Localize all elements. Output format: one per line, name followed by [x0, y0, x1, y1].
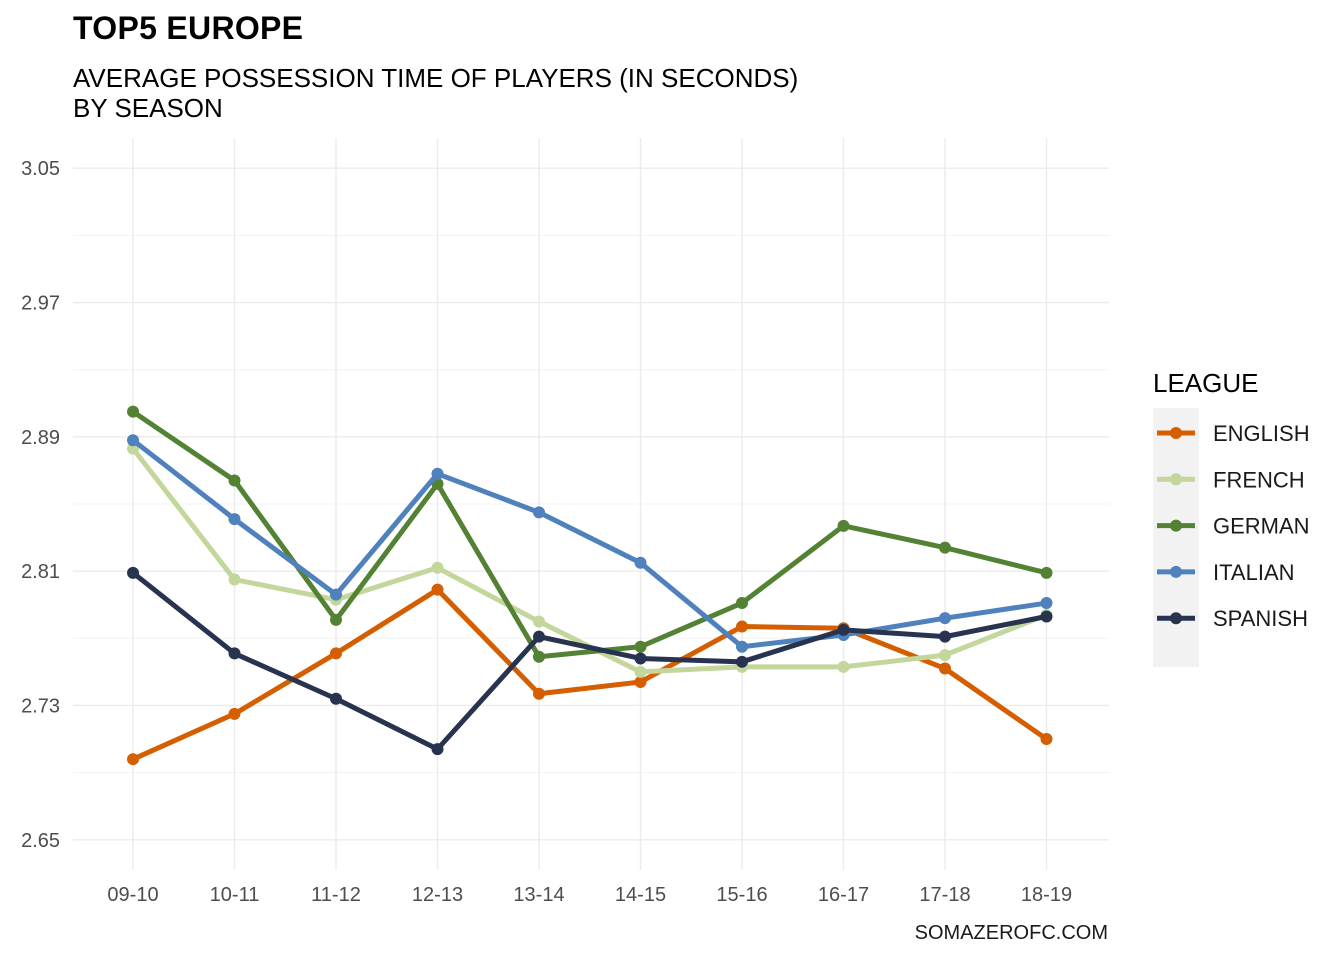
- series-line-spanish: [130, 570, 1049, 752]
- x-tick-label: 14-15: [615, 884, 666, 906]
- data-point-spanish: [634, 652, 647, 665]
- series-german: [127, 405, 1053, 663]
- data-point-french: [533, 615, 545, 628]
- subtitle-line-1: AVERAGE POSSESSION TIME OF PLAYERS (IN S…: [73, 63, 799, 93]
- legend-item-spanish: SPANISH: [1157, 606, 1308, 631]
- data-point-italian: [939, 612, 951, 625]
- legend-label: SPANISH: [1213, 606, 1308, 631]
- x-tick-label: 15-16: [716, 884, 767, 906]
- x-tick-label: 12-13: [412, 884, 463, 906]
- y-axis-ticks: 2.65 2.73 2.81 2.89 2.97 3.05: [21, 158, 60, 852]
- data-point-italian: [127, 434, 139, 447]
- series-italian: [127, 434, 1053, 653]
- data-point-italian: [533, 506, 545, 519]
- data-point-spanish: [533, 630, 545, 643]
- series-english: [127, 583, 1053, 766]
- legend-label: ITALIAN: [1213, 560, 1295, 585]
- legend-key-point: [1170, 565, 1182, 578]
- data-point-english: [127, 753, 139, 766]
- legend-key-point: [1170, 612, 1182, 625]
- data-point-german: [127, 405, 139, 418]
- data-point-german: [736, 597, 748, 610]
- data-point-spanish: [127, 566, 139, 579]
- data-point-italian: [634, 556, 647, 569]
- data-point-english: [939, 662, 951, 675]
- data-point-spanish: [939, 630, 951, 643]
- x-tick-label: 13-14: [513, 884, 564, 906]
- y-tick-label: 2.73: [21, 695, 60, 717]
- series-line-italian: [130, 437, 1049, 650]
- series-lines: [127, 405, 1053, 766]
- y-tick-label: 2.81: [21, 561, 60, 583]
- data-point-italian: [736, 640, 748, 653]
- chart-caption: SOMAZEROFC.COM: [914, 922, 1108, 944]
- legend-key-point: [1170, 473, 1182, 486]
- data-point-french: [939, 649, 951, 662]
- data-point-german: [837, 519, 850, 532]
- legend-key-background: [1153, 408, 1199, 667]
- x-tick-label: 17-18: [919, 884, 970, 906]
- data-point-spanish: [1040, 610, 1053, 623]
- data-point-english: [431, 583, 444, 596]
- x-tick-label: 18-19: [1021, 884, 1072, 906]
- x-axis-ticks: 09-10 10-11 11-12 12-13 13-14 14-15 15-16 16-17…: [107, 884, 1072, 906]
- legend: LEAGUE ENGLISH FRENCH GERMAN ITALIAN SPANISH: [1153, 368, 1310, 667]
- data-point-english: [533, 687, 545, 700]
- data-point-english: [228, 707, 241, 720]
- x-tick-label: 11-12: [311, 884, 361, 906]
- series-line-english: [130, 587, 1049, 762]
- y-tick-label: 2.97: [21, 293, 60, 315]
- series-line-german: [130, 409, 1049, 660]
- data-point-french: [837, 660, 850, 673]
- grid: [73, 138, 1109, 870]
- legend-key-point: [1170, 427, 1182, 439]
- legend-title: LEAGUE: [1153, 368, 1259, 398]
- y-tick-label: 3.05: [21, 158, 60, 180]
- data-point-italian: [330, 588, 342, 601]
- data-point-english: [1040, 733, 1053, 746]
- series-french: [127, 442, 1053, 678]
- data-point-german: [533, 650, 545, 663]
- legend-key-point: [1170, 519, 1182, 532]
- data-point-spanish: [330, 692, 342, 705]
- legend-label: GERMAN: [1213, 514, 1310, 539]
- data-point-german: [939, 541, 951, 554]
- data-point-italian: [228, 513, 241, 526]
- data-point-german: [228, 474, 241, 487]
- data-point-italian: [1040, 597, 1053, 610]
- data-point-german: [1040, 566, 1053, 579]
- legend-item-italian: ITALIAN: [1157, 560, 1295, 585]
- data-point-english: [634, 675, 647, 688]
- y-tick-label: 2.89: [21, 427, 60, 449]
- data-point-spanish: [228, 647, 241, 660]
- data-point-german: [330, 613, 342, 626]
- legend-item-french: FRENCH: [1157, 467, 1305, 492]
- legend-item-english: ENGLISH: [1157, 421, 1310, 446]
- legend-label: FRENCH: [1213, 467, 1305, 492]
- chart-title: TOP5 EUROPE: [73, 10, 304, 46]
- y-tick-label: 2.65: [21, 830, 60, 852]
- data-point-french: [634, 665, 647, 678]
- data-point-spanish: [837, 623, 850, 636]
- chart-subtitle: AVERAGE POSSESSION TIME OF PLAYERS (IN S…: [73, 63, 798, 123]
- data-point-english: [736, 620, 748, 633]
- x-tick-label: 16-17: [818, 884, 869, 906]
- data-point-spanish: [431, 743, 444, 756]
- data-point-french: [228, 573, 241, 586]
- data-point-english: [330, 647, 342, 660]
- data-point-italian: [431, 467, 444, 480]
- series-spanish: [127, 566, 1053, 756]
- subtitle-line-2: BY SEASON: [73, 93, 223, 123]
- x-tick-label: 09-10: [107, 884, 158, 906]
- legend-label: ENGLISH: [1213, 421, 1310, 446]
- data-point-german: [634, 640, 647, 653]
- data-point-spanish: [736, 655, 748, 668]
- data-point-french: [431, 561, 444, 574]
- legend-item-german: GERMAN: [1157, 514, 1310, 539]
- x-tick-label: 10-11: [210, 884, 260, 906]
